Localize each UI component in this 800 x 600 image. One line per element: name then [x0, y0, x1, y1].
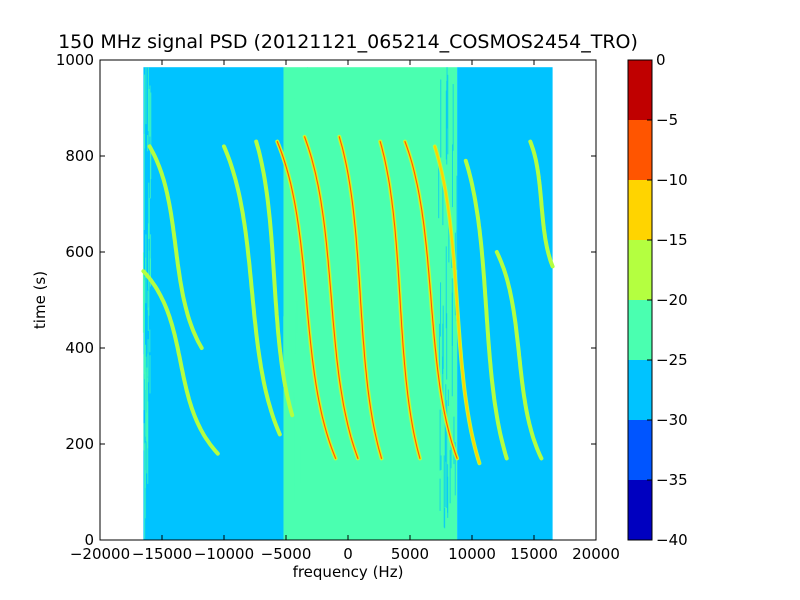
x-tick-label: 20000 — [572, 545, 620, 563]
heatmap-region — [457, 67, 553, 540]
colorbar-tick-label: −40 — [656, 531, 688, 549]
colorbar-segment — [628, 420, 652, 480]
y-tick-label: 200 — [65, 435, 94, 453]
trace-peak — [379, 141, 421, 459]
colorbar-tick-label: 0 — [656, 51, 666, 69]
y-tick-label: 1000 — [56, 51, 94, 69]
colorbar: 0 −5 −10 −15 −20 −25 −30 −35 −40 — [627, 51, 688, 549]
colorbar-tick-label: −20 — [656, 291, 688, 309]
y-tick-label: 600 — [65, 243, 94, 261]
x-tick-label: −5000 — [261, 545, 312, 563]
x-tick-label: 0 — [343, 545, 353, 563]
trace-peak — [404, 141, 458, 459]
trace-halo — [254, 139, 295, 418]
y-tick-label: 800 — [65, 147, 94, 165]
trace-peak — [304, 136, 359, 459]
y-tick-label: 0 — [84, 531, 94, 549]
x-tick-label: −10000 — [194, 545, 254, 563]
trace-halo — [528, 139, 555, 269]
heatmap-region — [283, 67, 458, 540]
colorbar-segment — [628, 180, 652, 240]
trace-peak — [338, 136, 382, 459]
trace-halo — [463, 158, 509, 461]
x-tick-label: −20000 — [70, 545, 130, 563]
colorbar-segment — [628, 360, 652, 420]
trace-halo — [141, 269, 220, 456]
colorbar-tick-label: −15 — [656, 231, 688, 249]
y-axis: 0 200 400 600 800 1000 — [56, 51, 596, 549]
x-tick-label: −15000 — [132, 545, 192, 563]
heatmap-region — [143, 67, 284, 540]
colorbar-tick-label: −25 — [656, 351, 688, 369]
trace-halo — [147, 144, 204, 350]
trace-core — [433, 145, 481, 465]
x-tick-label: 15000 — [510, 545, 558, 563]
colorbar-tick-label: −35 — [656, 471, 688, 489]
colorbar-segment — [628, 240, 652, 300]
colorbar-segment — [628, 60, 652, 120]
x-axis: −20000 −15000 −10000 −5000 0 5000 10000 15000 20… — [70, 60, 620, 563]
y-axis-label: time (s) — [31, 271, 49, 329]
y-tick-label: 400 — [65, 339, 94, 357]
colorbar-segment — [628, 300, 652, 360]
x-axis-label: frequency (Hz) — [293, 563, 404, 581]
x-tick-label: 5000 — [391, 545, 429, 563]
heatmap-layer — [141, 67, 555, 540]
trace-peak — [276, 141, 337, 459]
trace-halo — [494, 250, 544, 461]
chart-title: 150 MHz signal PSD (20121121_065214_COSM… — [58, 31, 638, 53]
trace-halo — [222, 144, 282, 437]
colorbar-segment — [628, 480, 652, 540]
x-tick-label: 10000 — [448, 545, 496, 563]
colorbar-tick-label: −5 — [656, 111, 678, 129]
colorbar-tick-label: −10 — [656, 171, 688, 189]
colorbar-segment — [628, 120, 652, 180]
colorbar-tick-label: −30 — [656, 411, 688, 429]
